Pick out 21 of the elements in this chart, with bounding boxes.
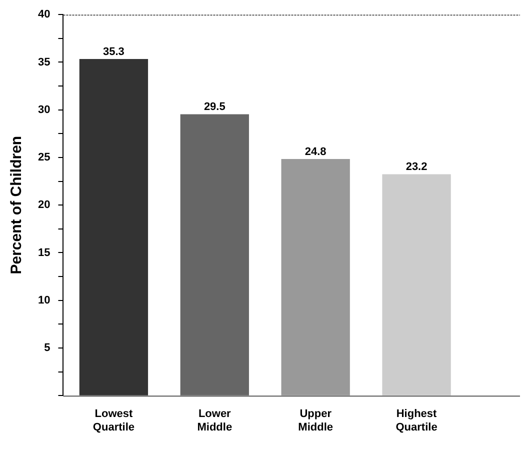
- y-tick-label: 25: [38, 152, 50, 164]
- bar: [382, 174, 451, 396]
- data-label: 23.2: [406, 161, 428, 174]
- y-tick-label: 20: [38, 199, 50, 212]
- y-tick-label: 10: [38, 294, 50, 306]
- y-tick-label: 15: [38, 246, 50, 259]
- x-tick-label: Upper Middle: [298, 408, 334, 434]
- data-label: 24.8: [304, 146, 326, 158]
- y-tick-label: 40: [38, 8, 50, 21]
- x-tick-label: Lower Middle: [197, 408, 232, 434]
- data-label: 29.5: [204, 101, 226, 114]
- data-label: 35.3: [102, 46, 124, 58]
- y-axis-title: Percent of Children: [8, 136, 26, 274]
- y-tick-label: 35: [38, 56, 50, 68]
- bar: [79, 59, 148, 396]
- x-tick-label: Highest Quartile: [396, 408, 438, 434]
- x-tick-label: Lowest Quartile: [92, 408, 134, 434]
- y-tick-label: 5: [44, 342, 50, 354]
- bar: [281, 159, 350, 396]
- y-tick-label: 30: [38, 104, 50, 116]
- bar: [180, 114, 249, 396]
